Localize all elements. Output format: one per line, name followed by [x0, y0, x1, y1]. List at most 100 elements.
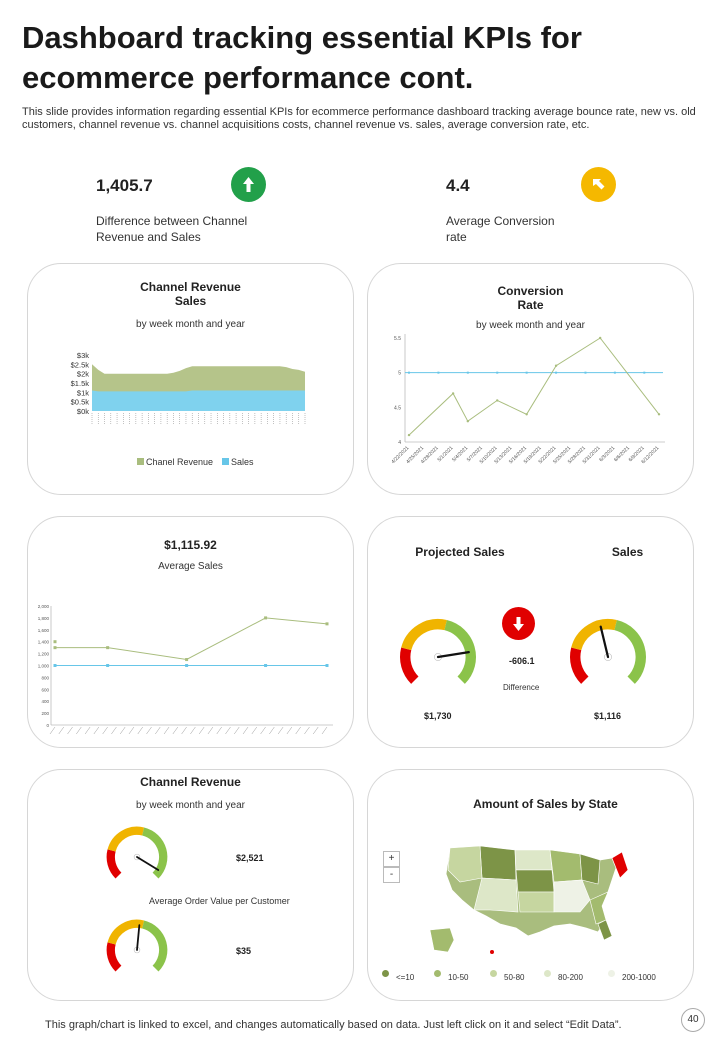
- y-tick-label: 5: [398, 371, 401, 377]
- y-tick-label: $0.5k: [71, 398, 90, 407]
- kpi-difference-label: Difference between Channel Revenue and S…: [96, 214, 248, 244]
- average-point: [555, 371, 558, 374]
- footer-note: This graph/chart is linked to excel, and…: [45, 1019, 622, 1031]
- conversion-rate-chart: 44.555.5 4/22/20214/25/20214/28/20215/1/…: [390, 334, 665, 465]
- legend-swatch-sales: [222, 458, 229, 465]
- y-tick-label: 1,600: [38, 628, 50, 633]
- average-point: [106, 664, 110, 667]
- conversion-point: [598, 336, 602, 340]
- sales-point: [53, 640, 57, 644]
- gauge-needle: [436, 651, 470, 659]
- kpi-conversion-label: Average Conversion rate: [446, 214, 555, 244]
- x-tick-mark: [49, 726, 56, 735]
- x-tick-mark: [304, 726, 310, 735]
- y-tick-label: $2k: [77, 370, 89, 379]
- map-legend-swatch: [434, 970, 441, 977]
- x-tick-mark: [234, 726, 240, 735]
- conversion-rate-card: [367, 263, 694, 495]
- channel-revenue-card: [27, 769, 354, 1001]
- conversion-point: [554, 364, 558, 367]
- average-point: [643, 371, 646, 374]
- legend-label-sales: Sales: [231, 457, 254, 467]
- gauge-yellow-band: [571, 619, 617, 651]
- x-tick-mark: [128, 726, 135, 735]
- x-tick-mark: [102, 726, 108, 735]
- zoom-in-button[interactable]: +: [383, 851, 400, 867]
- gauge-green-band: [614, 620, 646, 684]
- gauge-yellow-band: [401, 619, 447, 651]
- y-tick-label: 0: [46, 723, 49, 728]
- channel-revenue-sales-chart: $0k$0.5k$1k$1.5k$2k$2.5k$3k Chanel Reven…: [71, 351, 306, 467]
- channel-revenue-sales-title: Channel Revenue Sales: [140, 280, 241, 308]
- gauge-needle: [136, 856, 160, 871]
- channel-revenue-gauge-2-value: $35: [236, 946, 252, 956]
- map-legend-swatch: [490, 970, 497, 977]
- average-order-value-gauge: [106, 826, 168, 879]
- x-tick-mark: [260, 726, 266, 735]
- gauge-needle: [599, 625, 610, 659]
- x-tick-mark: [225, 726, 231, 735]
- average-point: [466, 371, 469, 374]
- y-tick-label: 1,400: [38, 640, 50, 645]
- difference-value: -606.1: [509, 656, 535, 666]
- conversion-rate-subtitle: by week month and year: [476, 320, 585, 331]
- us-map[interactable]: [420, 840, 640, 970]
- highlighted-state: [611, 851, 629, 879]
- average-sales-card: [27, 516, 354, 748]
- projected-sales-gauge: [400, 619, 476, 684]
- zoom-out-button[interactable]: -: [383, 867, 400, 883]
- conversion-point: [466, 420, 470, 423]
- projected-sales-value: $1,730: [424, 711, 452, 721]
- map-legend-swatch: [544, 970, 551, 977]
- y-tick-label: 1,800: [38, 616, 50, 621]
- x-tick-mark: [163, 726, 170, 735]
- difference-label: Difference: [503, 683, 540, 692]
- average-point: [437, 371, 440, 374]
- map-legend-label: 50-80: [504, 973, 525, 982]
- x-tick-mark: [321, 726, 328, 735]
- average-point: [496, 371, 499, 374]
- average-point: [613, 371, 616, 374]
- x-tick-mark: [181, 726, 187, 735]
- average-point: [525, 371, 528, 374]
- gauge-green-band: [141, 920, 168, 972]
- y-tick-label: 4.5: [394, 405, 401, 411]
- average-point: [325, 664, 329, 667]
- x-tick-mark: [190, 726, 196, 735]
- y-tick-label: 400: [41, 699, 49, 704]
- map-legend-swatch: [608, 970, 615, 977]
- gauge-red-band: [106, 942, 122, 972]
- sales-line: [55, 617, 328, 661]
- sales-area: [92, 390, 305, 411]
- x-tick-mark: [67, 726, 73, 735]
- x-tick-mark: [216, 726, 222, 735]
- projected-sales-label: Projected Sales: [415, 545, 505, 559]
- y-tick-label: $1.5k: [71, 379, 90, 388]
- x-tick-mark: [313, 726, 319, 735]
- gauge-green-band: [141, 827, 168, 879]
- y-tick-label: 800: [41, 675, 49, 680]
- x-tick-mark: [277, 726, 284, 735]
- kpi-difference-value: 1,405.7: [96, 176, 153, 195]
- map-legend-label: <=10: [396, 973, 415, 982]
- y-tick-label: $0k: [77, 407, 89, 416]
- x-tick-mark: [172, 726, 179, 735]
- sales-point: [106, 646, 110, 650]
- y-tick-label: 4: [398, 440, 401, 446]
- x-tick-mark: [295, 726, 301, 735]
- sales-gauge: [570, 619, 646, 684]
- x-tick-mark: [76, 726, 82, 735]
- conversion-line: [408, 337, 660, 436]
- channel-revenue-title: Channel Revenue: [140, 775, 241, 789]
- map-legend-label: 10-50: [448, 973, 469, 982]
- average-point: [264, 664, 268, 667]
- y-tick-label: 200: [41, 711, 49, 716]
- legend-label-revenue: Chanel Revenue: [146, 457, 213, 467]
- page-number: 40: [681, 1008, 705, 1032]
- average-point: [53, 664, 57, 667]
- sales-value: $1,116: [594, 711, 622, 721]
- average-order-value-label: Average Order Value per Customer: [149, 896, 290, 906]
- conversion-point: [496, 399, 499, 402]
- y-tick-label: $2.5k: [71, 360, 90, 369]
- gauge-needle: [136, 924, 141, 951]
